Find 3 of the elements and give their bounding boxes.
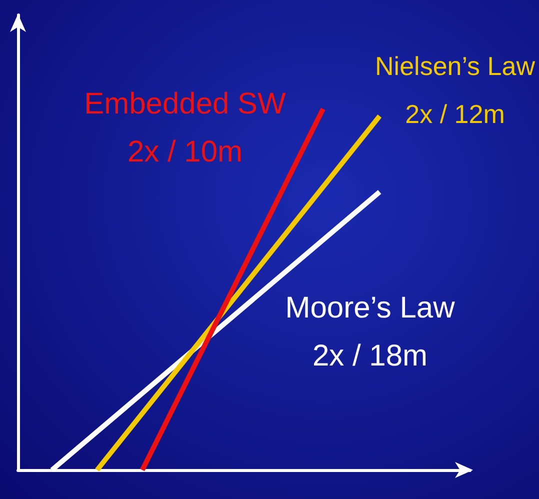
series-label: Embedded SW 2x / 10m xyxy=(84,88,287,168)
series-label: Nielsen’s Law 2x / 12m xyxy=(375,51,536,129)
series-label: Moore’s Law 2x / 18m xyxy=(285,292,456,372)
